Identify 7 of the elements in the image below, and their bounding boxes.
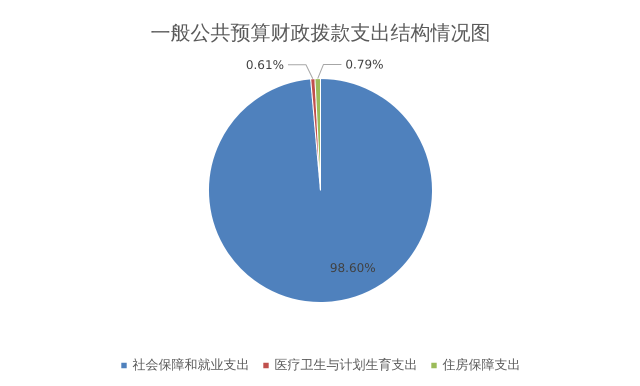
data-label: 98.60% bbox=[330, 261, 376, 276]
data-label: 0.61% bbox=[246, 58, 284, 72]
legend-label: 社会保障和就业支出 bbox=[132, 357, 250, 374]
legend-label: 医疗卫生与计划生育支出 bbox=[274, 356, 418, 374]
chart-title: 一般公共预算财政拨款支出结构情况图 bbox=[150, 20, 490, 44]
legend-label: 住房保障支出 bbox=[442, 357, 520, 374]
data-label: 0.79% bbox=[345, 58, 384, 72]
